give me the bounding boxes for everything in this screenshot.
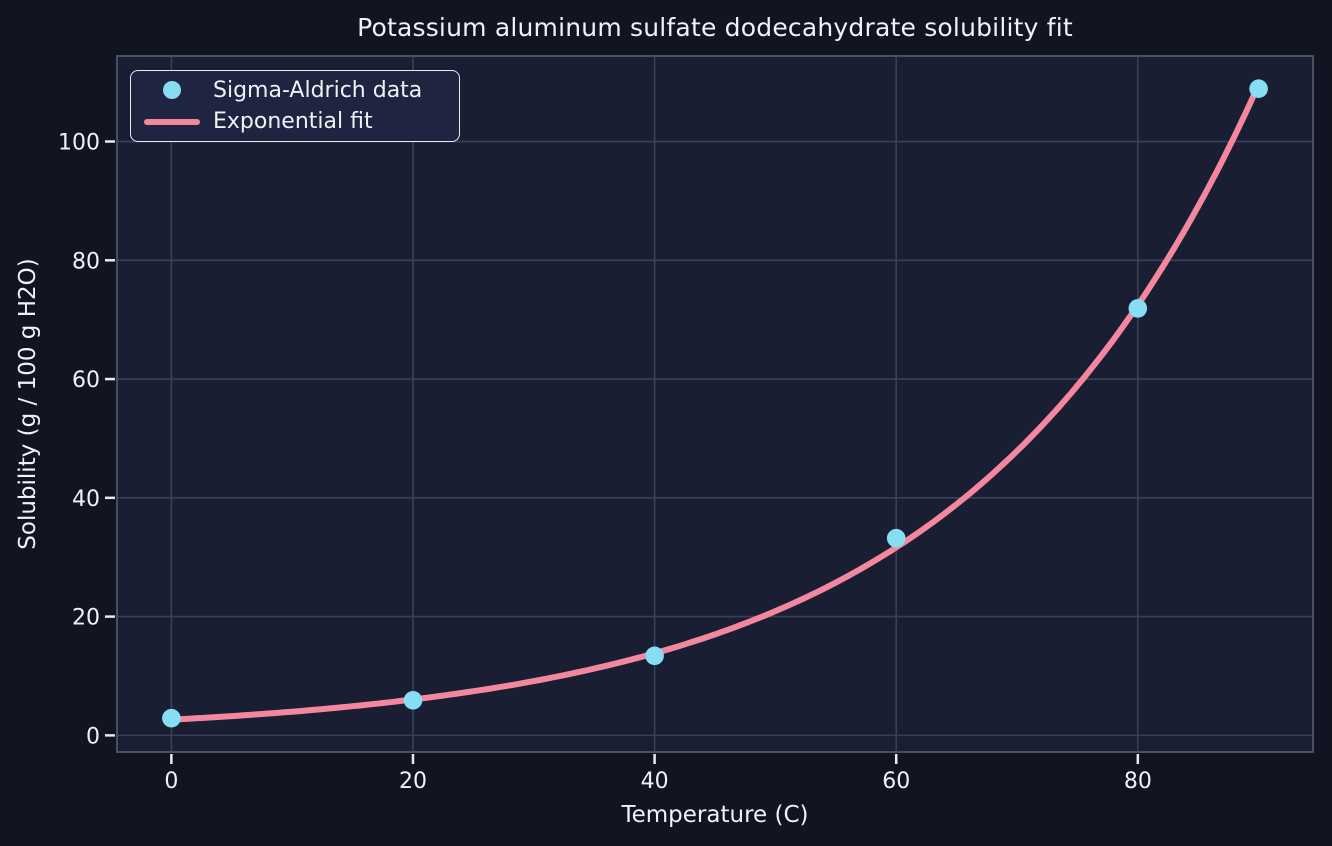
data-point — [162, 708, 181, 728]
data-point — [1249, 79, 1268, 98]
data-point — [645, 646, 664, 666]
chart-title: Potassium aluminum sulfate dodecahydrate… — [357, 13, 1073, 42]
legend-swatch-cell — [131, 81, 213, 100]
y-tick-label: 40 — [72, 487, 100, 512]
x-axis-label: Temperature (C) — [621, 802, 809, 828]
scatter-marker-swatch — [163, 81, 181, 100]
data-point — [403, 691, 423, 710]
data-point — [1128, 299, 1148, 318]
y-axis-label: Solubility (g / 100 g H2O) — [15, 258, 41, 550]
x-tick-label: 40 — [641, 769, 669, 794]
legend: Sigma-Aldrich data Exponential fit — [130, 70, 460, 142]
fit-line-swatch — [144, 118, 200, 125]
data-point — [886, 528, 906, 548]
x-tick-label: 20 — [399, 769, 427, 794]
legend-entry-data: Sigma-Aldrich data — [131, 77, 459, 104]
y-tick-label: 60 — [72, 368, 100, 393]
x-tick-label: 0 — [164, 769, 178, 794]
axes-spines — [116, 55, 1314, 753]
y-tick-label: 100 — [58, 131, 100, 156]
x-tick-label: 60 — [882, 769, 910, 794]
x-tick-label: 80 — [1124, 769, 1152, 794]
fit-curve — [168, 81, 1262, 723]
axes-background — [117, 56, 1313, 752]
legend-swatch-cell — [131, 118, 213, 125]
y-tick-label: 0 — [86, 724, 100, 749]
legend-label-fit: Exponential fit — [213, 109, 373, 135]
legend-entry-fit: Exponential fit — [131, 109, 459, 136]
y-tick-label: 80 — [72, 249, 100, 274]
legend-label-data: Sigma-Aldrich data — [213, 77, 423, 103]
y-tick-label: 20 — [72, 606, 100, 631]
